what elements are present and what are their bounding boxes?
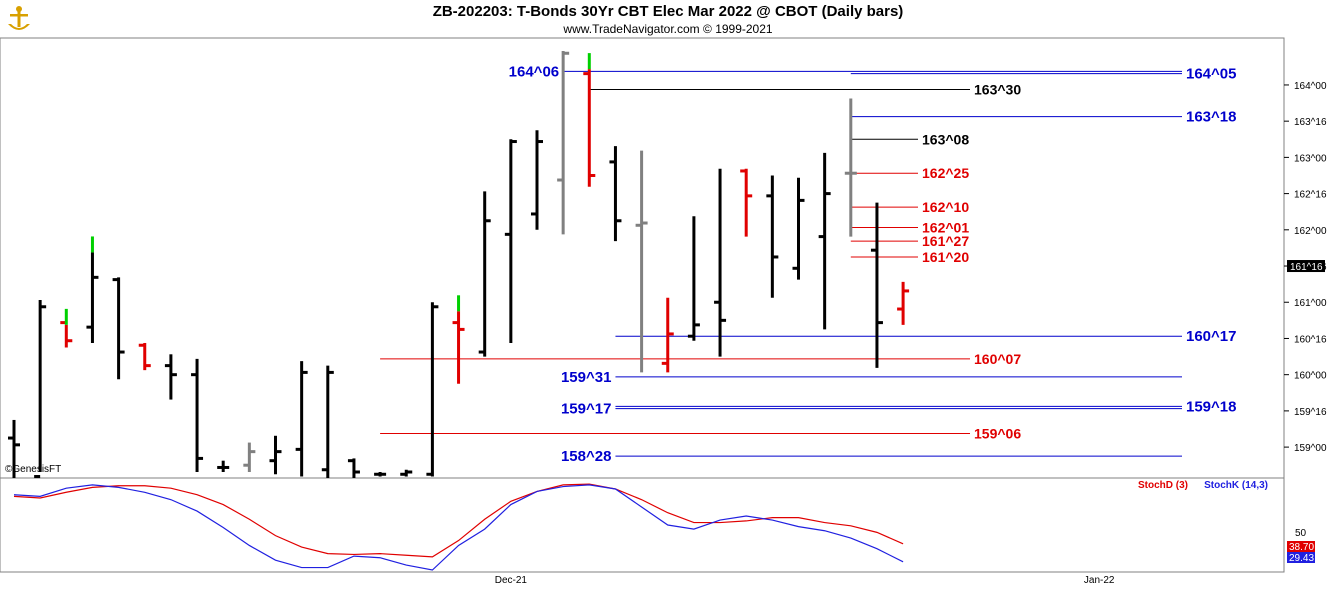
level-label: 159^18: [1186, 398, 1236, 415]
stochK-line: [13, 484, 904, 571]
ohlc-bar: [897, 281, 910, 325]
ohlc-bar: [818, 152, 831, 330]
ohlc-bar: [504, 139, 517, 343]
ohlc-bar: [8, 419, 20, 478]
level-label: 161^20: [922, 249, 969, 265]
price-levels: 164^06 164^05 163^30 163^18 163^08 162^25 162^…: [380, 63, 1236, 465]
ohlc-bar: [870, 202, 883, 368]
y-tick-label: 162^16: [1294, 190, 1327, 201]
level-label: 163^08: [922, 131, 969, 147]
ohlc-bar: [138, 342, 151, 371]
ohlc-bar: [609, 146, 622, 242]
ohlc-bar: [478, 191, 491, 357]
ohlc-bar: [557, 51, 570, 235]
ohlc-bar: [452, 295, 465, 384]
ohlc-bar: [112, 277, 125, 380]
ohlc-bar: [34, 299, 47, 479]
level-label: 159^17: [561, 401, 611, 418]
stoch-tick-50: 50: [1295, 528, 1307, 539]
y-tick-label: 159^00: [1294, 443, 1327, 454]
ohlc-bars: [8, 51, 910, 479]
ohlc-bar: [583, 53, 596, 187]
level-label: 163^30: [974, 81, 1021, 97]
watermark: ©GenesisFT: [5, 464, 61, 475]
ohlc-bar: [295, 361, 308, 477]
ohlc-bar: [426, 302, 439, 477]
ohlc-bar: [635, 150, 648, 373]
ohlc-bar: [269, 435, 282, 475]
y-tick-label: 160^00: [1294, 371, 1327, 382]
level-label: 158^28: [561, 448, 611, 465]
ohlc-bar: [243, 442, 256, 472]
ohlc-bar: [714, 168, 727, 357]
ohlc-bar: [86, 236, 99, 343]
level-label: 162^25: [922, 165, 969, 181]
stochK-value-label: 29.43: [1289, 553, 1314, 564]
y-tick-label: 163^16: [1294, 117, 1327, 128]
chart-subtitle: www.TradeNavigator.com © 1999-2021: [563, 22, 773, 36]
y-tick-label: 164^00: [1294, 81, 1327, 92]
ohlc-bar: [191, 358, 204, 472]
level-label: 162^01: [922, 220, 969, 236]
ohlc-bar: [740, 168, 753, 237]
ohlc-bar: [766, 175, 779, 298]
stochD-value-box: [1287, 541, 1315, 552]
y-tick-label: 162^00: [1294, 226, 1327, 237]
y-tick-label: 159^16: [1294, 407, 1327, 418]
level-label: 161^27: [922, 233, 969, 249]
last-price-label: 161^16: [1290, 262, 1323, 273]
ohlc-bar: [347, 458, 360, 478]
level-label: 159^31: [561, 369, 611, 386]
ohlc-bar: [321, 365, 334, 478]
stochD-line: [13, 483, 904, 558]
ohlc-bar: [164, 354, 177, 400]
last-price-marker: 161^16: [1287, 260, 1325, 273]
stoch-panel: [0, 477, 1285, 573]
ohlc-bar: [374, 472, 387, 477]
logo-icon: [2, 2, 36, 36]
level-label: 164^05: [1186, 66, 1236, 83]
ohlc-bar: [844, 98, 857, 237]
ohlc-bar: [60, 308, 73, 348]
ohlc-bar: [531, 130, 543, 230]
level-label: 160^07: [974, 351, 1021, 367]
level-label: 162^10: [922, 199, 969, 215]
y-tick-label: 161^00: [1294, 298, 1327, 309]
legend-stochK: StochK (14,3): [1204, 480, 1268, 491]
ohlc-bar: [217, 460, 230, 472]
level-label: 164^06: [509, 63, 559, 80]
ohlc-bar: [792, 177, 805, 280]
y-tick-label: 163^00: [1294, 153, 1327, 164]
stochD-value-label: 38.70: [1289, 542, 1314, 553]
stoch-lines: [13, 483, 904, 571]
level-label: 160^17: [1186, 328, 1236, 345]
chart-title: ZB-202203: T-Bonds 30Yr CBT Elec Mar 202…: [432, 3, 904, 20]
level-label: 163^18: [1186, 109, 1236, 126]
ohlc-bar: [661, 297, 674, 373]
legend-stochD: StochD (3): [1138, 480, 1188, 491]
y-tick-label: 160^16: [1294, 334, 1327, 345]
level-label: 159^06: [974, 426, 1021, 442]
x-tick-label: Dec-21: [495, 575, 528, 586]
ohlc-bar: [687, 216, 700, 341]
ohlc-bar: [400, 469, 413, 477]
last-price-box: [1287, 260, 1325, 273]
x-tick-label: Jan-22: [1084, 575, 1115, 586]
x-axis-ticks: Dec-21 Jan-22: [495, 575, 1115, 586]
stochK-value-box: [1287, 552, 1315, 563]
